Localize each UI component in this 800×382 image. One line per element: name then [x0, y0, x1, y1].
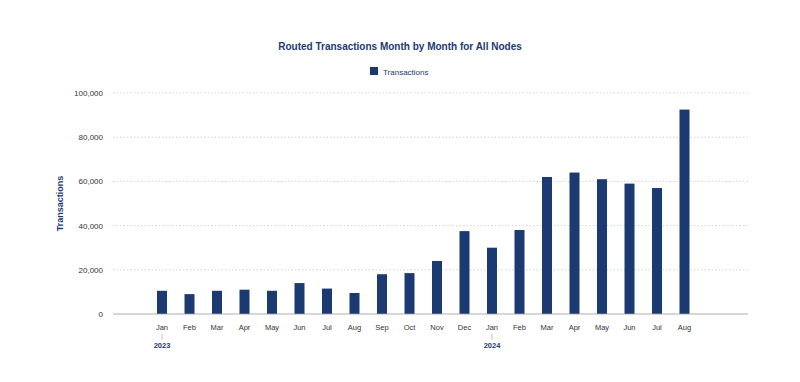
x-tick-month: Nov — [430, 323, 444, 332]
title: Routed Transactions Month by Month for A… — [278, 41, 522, 52]
x-tick-month: Feb — [513, 323, 526, 332]
x-tick-month: Jan — [156, 323, 168, 332]
bar — [542, 177, 552, 314]
grid-line — [113, 181, 748, 182]
x-tick-month: Aug — [678, 323, 691, 332]
x-tick-month: Jul — [652, 323, 662, 332]
x-tick-month: Mar — [541, 323, 554, 332]
bar — [295, 283, 305, 314]
x-tick-label: Jun — [623, 323, 635, 332]
x-tick-label: Apr — [239, 323, 251, 332]
bar — [570, 173, 580, 314]
bar — [322, 289, 332, 314]
x-tick-label: Jun — [293, 323, 305, 332]
x-tick-month: Feb — [183, 323, 196, 332]
legend-item: Transactions — [370, 67, 429, 77]
x-tick-month: May — [265, 323, 279, 332]
chart-svg: Routed Transactions Month by Month for A… — [0, 0, 800, 382]
x-tick-label: Apr — [569, 323, 581, 332]
chart-container: Routed Transactions Month by Month for A… — [0, 0, 800, 382]
bar — [240, 290, 250, 314]
x-tick-label: Jan 2024 — [484, 323, 502, 350]
x-tick-label: Sep — [375, 323, 388, 332]
y-tick-label: 100,000 — [74, 89, 103, 98]
x-tick-month: Mar — [211, 323, 224, 332]
x-tick-month: Jan — [486, 323, 498, 332]
x-tick-label: Mar — [211, 323, 224, 332]
bar — [515, 230, 525, 314]
y-tick-label: 20,000 — [79, 266, 104, 275]
bar — [377, 274, 387, 314]
bar — [267, 291, 277, 314]
x-tick-label: Aug — [348, 323, 361, 332]
bar — [597, 179, 607, 314]
x-tick-month: Jul — [322, 323, 332, 332]
bar — [680, 110, 690, 314]
x-tick-label: May — [595, 323, 609, 332]
x-tick-label: Feb — [513, 323, 526, 332]
x-tick-label: Feb — [183, 323, 196, 332]
bar — [157, 291, 167, 314]
grid-line — [113, 137, 748, 138]
x-tick-label: Jul — [322, 323, 332, 332]
bar — [432, 261, 442, 314]
x-tick-label: Dec — [458, 323, 472, 332]
x-tick-label: Mar — [541, 323, 554, 332]
x-tick-label: Jul — [652, 323, 662, 332]
x-tick-year: 2024 — [484, 341, 502, 350]
y-tick-label: 0 — [99, 310, 104, 319]
year-separator — [492, 334, 493, 340]
y-tick-label: 80,000 — [79, 133, 104, 142]
x-tick-label: Aug — [678, 323, 691, 332]
bars — [157, 110, 690, 314]
x-tick-month: May — [595, 323, 609, 332]
x-axis-line — [113, 314, 748, 315]
x-tick-year: 2023 — [154, 341, 171, 350]
year-separator — [162, 334, 163, 340]
y-tick-label: 40,000 — [79, 222, 104, 231]
x-tick-label: Nov — [430, 323, 444, 332]
x-tick-month: Aug — [348, 323, 361, 332]
bar — [350, 293, 360, 314]
x-tick-label: May — [265, 323, 279, 332]
grid-line — [113, 93, 748, 94]
y-tick-label: 60,000 — [79, 177, 104, 186]
bar — [460, 231, 470, 314]
x-tick-month: Dec — [458, 323, 472, 332]
bar — [212, 291, 222, 314]
x-tick-label: Jan 2023 — [154, 323, 171, 350]
bar — [405, 273, 415, 314]
x-tick-month: Apr — [569, 323, 581, 332]
bar — [487, 248, 497, 314]
bar — [625, 184, 635, 314]
bar — [652, 188, 662, 314]
x-tick-month: Oct — [404, 323, 417, 332]
x-tick-month: Sep — [375, 323, 388, 332]
legend-label: Transactions — [383, 68, 429, 77]
legend-swatch — [370, 67, 378, 75]
y-axis-label: Transactions — [55, 176, 65, 232]
bar — [185, 294, 195, 314]
x-tick-month: Jun — [623, 323, 635, 332]
x-tick-month: Jun — [293, 323, 305, 332]
x-tick-month: Apr — [239, 323, 251, 332]
x-tick-label: Oct — [404, 323, 417, 332]
